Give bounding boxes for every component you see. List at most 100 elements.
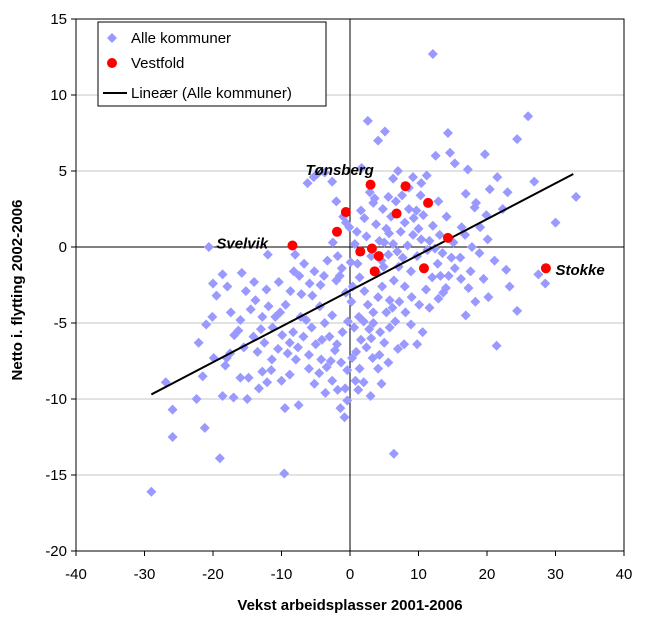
point-alle-kommuner: [327, 310, 338, 321]
x-tick-label: 30: [547, 566, 564, 583]
point-alle-kommuner: [167, 404, 178, 415]
point-alle-kommuner: [512, 134, 523, 145]
point-alle-kommuner: [463, 283, 474, 294]
x-tick-label: -30: [134, 566, 156, 583]
y-tick-label: 15: [50, 11, 67, 28]
point-alle-kommuner: [304, 278, 315, 289]
x-tick-label: 20: [479, 566, 496, 583]
point-alle-kommuner: [366, 333, 377, 344]
point-alle-kommuner: [434, 229, 445, 240]
point-alle-kommuner: [257, 366, 268, 377]
point-alle-kommuner: [229, 330, 240, 341]
point-alle-kommuner: [365, 390, 376, 401]
point-alle-kommuner: [327, 176, 338, 187]
point-alle-kommuner: [351, 226, 362, 237]
point-alle-kommuner: [292, 342, 303, 353]
point-alle-kommuner: [397, 252, 408, 263]
point-alle-kommuner: [217, 390, 228, 401]
point-alle-kommuner: [424, 235, 435, 246]
x-tick-label: 0: [346, 566, 354, 583]
point-alle-kommuner: [384, 295, 395, 306]
point-vestfold: [366, 243, 377, 254]
point-alle-kommuner: [373, 363, 384, 374]
point-alle-kommuner: [384, 322, 395, 333]
point-alle-kommuner: [277, 330, 288, 341]
point-alle-kommuner: [402, 240, 413, 251]
point-alle-kommuner: [529, 176, 540, 187]
point-alle-kommuner: [408, 213, 419, 224]
point-alle-kommuner: [273, 343, 284, 354]
point-alle-kommuner: [383, 357, 394, 368]
point-alle-kommuner: [368, 318, 379, 328]
point-alle-kommuner: [484, 184, 495, 195]
annotation-label: Tønsberg: [305, 162, 373, 179]
point-alle-kommuner: [347, 352, 358, 363]
point-alle-kommuner: [368, 307, 379, 318]
point-alle-kommuner: [455, 273, 466, 284]
point-alle-kommuner: [312, 169, 323, 180]
point-alle-kommuner: [361, 342, 372, 353]
point-alle-kommuner: [399, 217, 410, 228]
annotation-label: Stokke: [556, 262, 605, 279]
point-alle-kommuner: [384, 228, 395, 239]
point-alle-kommuner: [298, 331, 309, 342]
point-alle-kommuner: [437, 248, 448, 259]
point-alle-kommuner: [377, 204, 388, 214]
point-alle-kommuner: [399, 281, 410, 292]
point-alle-kommuner: [252, 346, 263, 357]
point-alle-kommuner: [550, 217, 561, 228]
point-alle-kommuner: [502, 187, 513, 198]
point-alle-kommuner: [350, 375, 361, 386]
point-alle-kommuner: [443, 270, 454, 281]
point-alle-kommuner: [405, 319, 416, 330]
point-vestfold: [331, 226, 342, 237]
point-alle-kommuner: [303, 363, 314, 374]
point-alle-kommuner: [331, 339, 342, 350]
legend-label-trendline: Lineær (Alle kommuner): [131, 85, 292, 102]
point-alle-kommuner: [400, 307, 411, 318]
point-vestfold: [423, 197, 434, 208]
point-alle-kommuner: [430, 150, 441, 161]
point-alle-kommuner: [395, 226, 406, 237]
point-alle-kommuner: [345, 257, 356, 268]
point-alle-kommuner: [222, 281, 233, 292]
point-vestfold: [442, 232, 453, 243]
point-alle-kommuner: [492, 172, 503, 183]
point-alle-kommuner: [207, 311, 218, 322]
point-alle-kommuner: [273, 276, 284, 287]
point-alle-kommuner: [462, 164, 473, 175]
point-alle-kommuner: [489, 255, 500, 266]
point-alle-kommuner: [390, 196, 401, 207]
point-alle-kommuner: [354, 363, 365, 374]
point-alle-kommuner: [427, 48, 438, 59]
point-alle-kommuner: [199, 422, 210, 433]
point-alle-kommuner: [482, 234, 493, 245]
point-alle-kommuner: [377, 281, 388, 292]
point-alle-kommuner: [197, 371, 208, 382]
point-alle-kommuner: [191, 394, 202, 404]
point-alle-kommuner: [414, 299, 425, 310]
y-tick-label: 5: [59, 163, 67, 180]
point-alle-kommuner: [353, 384, 364, 395]
point-vestfold: [540, 263, 551, 274]
point-vestfold: [365, 179, 376, 190]
point-alle-kommuner: [417, 327, 428, 338]
point-alle-kommuner: [225, 307, 236, 318]
point-alle-kommuner: [342, 395, 353, 406]
point-alle-kommuner: [242, 394, 253, 404]
point-alle-kommuner: [316, 354, 327, 365]
point-alle-kommuner: [440, 283, 451, 294]
point-alle-kommuner: [288, 266, 299, 277]
point-alle-kommuner: [351, 346, 362, 357]
point-alle-kommuner: [364, 324, 375, 335]
point-alle-kommuner: [358, 316, 369, 327]
legend-label-vestfold: Vestfold: [131, 55, 184, 72]
point-alle-kommuner: [483, 292, 494, 303]
point-alle-kommuner: [327, 375, 338, 386]
point-alle-kommuner: [403, 204, 414, 214]
x-tick-label: -10: [271, 566, 293, 583]
point-alle-kommuner: [540, 278, 551, 289]
point-alle-kommuner: [441, 211, 452, 222]
point-alle-kommuner: [362, 115, 373, 126]
